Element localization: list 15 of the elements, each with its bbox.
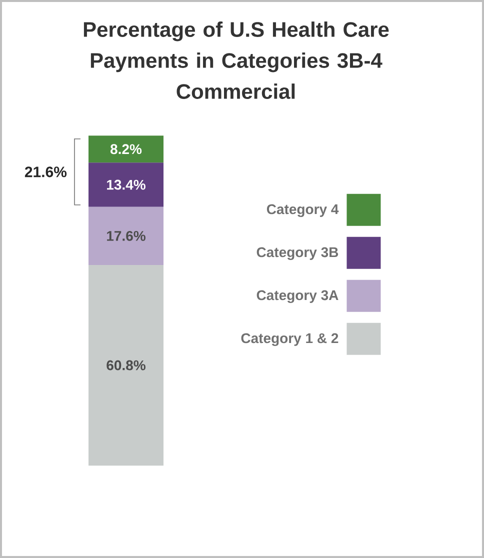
bar [88,162,164,207]
legend-label: Category 1 & 2 [241,333,338,346]
legend-label: Category 4 [266,204,339,218]
data-label: 60.8% [106,360,146,370]
bar [88,264,164,466]
data-label: 8.2% [110,144,142,154]
bar [88,136,164,163]
text: Percentage of U.S Health Care Payments in Categories 3B-4 [84,22,389,72]
data-label: 13.4% [107,180,146,190]
bar [88,206,164,265]
text: 21.6% [24,166,67,178]
text: Commercial [176,84,295,99]
data-label: 17.6% [107,230,146,241]
legend-label: Category 3B [256,247,338,260]
legend-label: Category 3A [256,290,338,303]
